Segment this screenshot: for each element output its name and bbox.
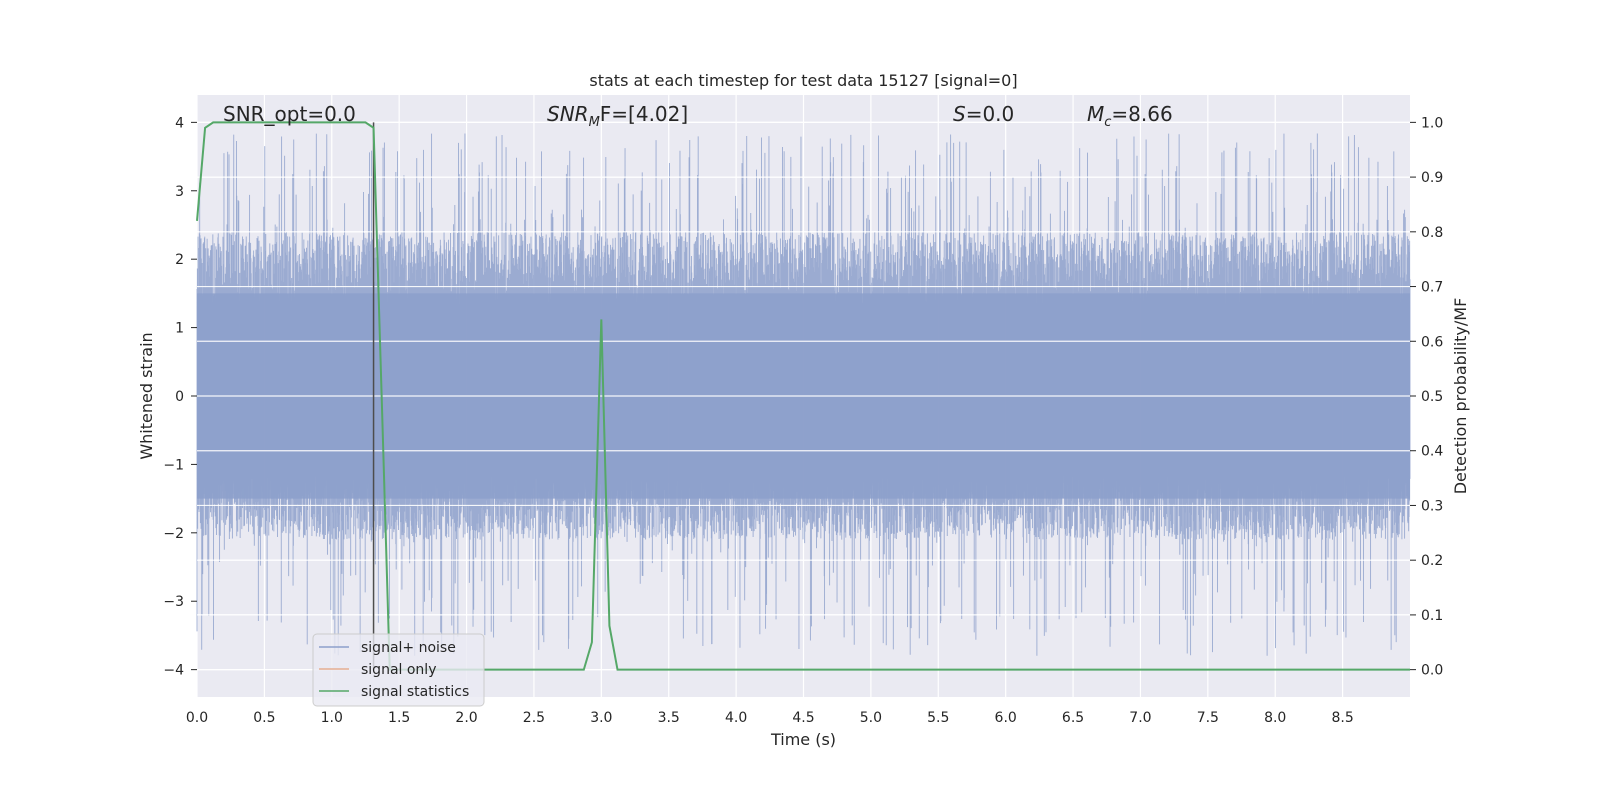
y-tick-label: −1	[163, 457, 184, 473]
y2-tick-label: 0.1	[1421, 608, 1443, 624]
y2-tick-labels: 1.0 0.9 0.8 0.7 0.6 0.5 0.4 0.3 0.2 0.1 0.0	[1410, 115, 1443, 679]
annotation-snr-mf-base: SNR	[547, 102, 589, 126]
annotation-snr-mf-sub: M	[589, 115, 600, 130]
y-tick-label: 4	[175, 115, 184, 131]
annotation-mc-sub: c	[1104, 115, 1111, 130]
y-axis-label: Whitened strain	[137, 332, 156, 459]
x-tick-labels: 0.0 0.5 1.0 1.5 2.0 2.5 3.0 3.5 4.0 4.5 5.0 5.5 6.0 6…	[186, 710, 1354, 726]
y-tick-label: 1	[175, 321, 184, 337]
signal-statistics-line	[196, 121, 1410, 671]
y2-tick-label: 0.2	[1421, 553, 1443, 569]
y-tick-label: 3	[175, 184, 184, 200]
x-tick-label: 5.5	[927, 710, 949, 726]
y-tick-label: −3	[163, 594, 184, 610]
y2-axis-label: Detection probability/MF	[1451, 298, 1470, 495]
x-tick-label: 8.5	[1331, 710, 1353, 726]
y2-tick-label: 0.0	[1421, 663, 1443, 679]
x-tick-label: 3.0	[590, 710, 612, 726]
y2-tick-label: 0.8	[1421, 225, 1443, 241]
x-tick-label: 7.5	[1197, 710, 1219, 726]
series-signal-statistics	[196, 121, 1410, 671]
annotation-snr-mf: SNRMF=[4.02]	[547, 102, 688, 130]
y2-tick-label: 0.7	[1421, 280, 1443, 296]
legend-box	[312, 633, 485, 707]
y-tick-label: 2	[175, 252, 184, 268]
annotation-snr-opt: SNR_opt=0.0	[223, 102, 356, 126]
y2-tick-label: 0.4	[1421, 444, 1443, 460]
x-tick-label: 7.0	[1129, 710, 1151, 726]
y-tick-label: −2	[163, 526, 184, 542]
x-tick-label: 0.5	[253, 710, 275, 726]
legend-entry-signal-only: signal only	[361, 662, 436, 678]
y2-tick-label: 0.5	[1421, 389, 1443, 405]
x-tick-label: 2.0	[455, 710, 477, 726]
x-tick-label: 1.0	[321, 710, 343, 726]
legend-entry-signal-noise: signal+ noise	[361, 640, 456, 656]
x-axis-label: Time (s)	[770, 730, 836, 749]
x-tick-label: 1.5	[388, 710, 410, 726]
x-tick-label: 8.0	[1264, 710, 1286, 726]
x-tick-label: 2.5	[523, 710, 545, 726]
annotation-s-base: S	[953, 102, 966, 126]
y-tick-labels: 4 3 2 1 0 −1 −2 −3 −4	[163, 115, 197, 679]
x-tick-label: 5.0	[860, 710, 882, 726]
chart-title: stats at each timestep for test data 151…	[589, 71, 1017, 90]
annotation-s: S=0.0	[953, 102, 1014, 126]
annotations: SNR_opt=0.0 SNRMF=[4.02] S=0.0 Mc=8.66	[223, 102, 1173, 130]
y2-tick-label: 0.3	[1421, 498, 1443, 514]
x-tick-label: 0.0	[186, 710, 208, 726]
annotation-s-rest: =0.0	[966, 102, 1015, 126]
y2-tick-label: 0.9	[1421, 170, 1443, 186]
y-tick-label: 0	[175, 389, 184, 405]
y2-tick-label: 0.6	[1421, 334, 1443, 350]
legend-entry-signal-statistics: signal statistics	[361, 684, 469, 700]
x-tick-label: 6.0	[995, 710, 1017, 726]
legend: signal+ noise signal only signal statist…	[312, 633, 485, 707]
annotation-mc-base: M	[1087, 102, 1104, 126]
series-signal-noise	[196, 121, 1411, 671]
x-tick-label: 3.5	[658, 710, 680, 726]
x-tick-label: 4.5	[792, 710, 814, 726]
annotation-snr-mf-rest: F=[4.02]	[600, 102, 688, 126]
x-tick-label: 4.0	[725, 710, 747, 726]
annotation-mc-rest: =8.66	[1111, 102, 1172, 126]
x-tick-label: 6.5	[1062, 710, 1084, 726]
annotation-mc: Mc=8.66	[1087, 102, 1173, 130]
y-tick-label: −4	[163, 663, 184, 679]
y2-tick-label: 1.0	[1421, 115, 1443, 131]
